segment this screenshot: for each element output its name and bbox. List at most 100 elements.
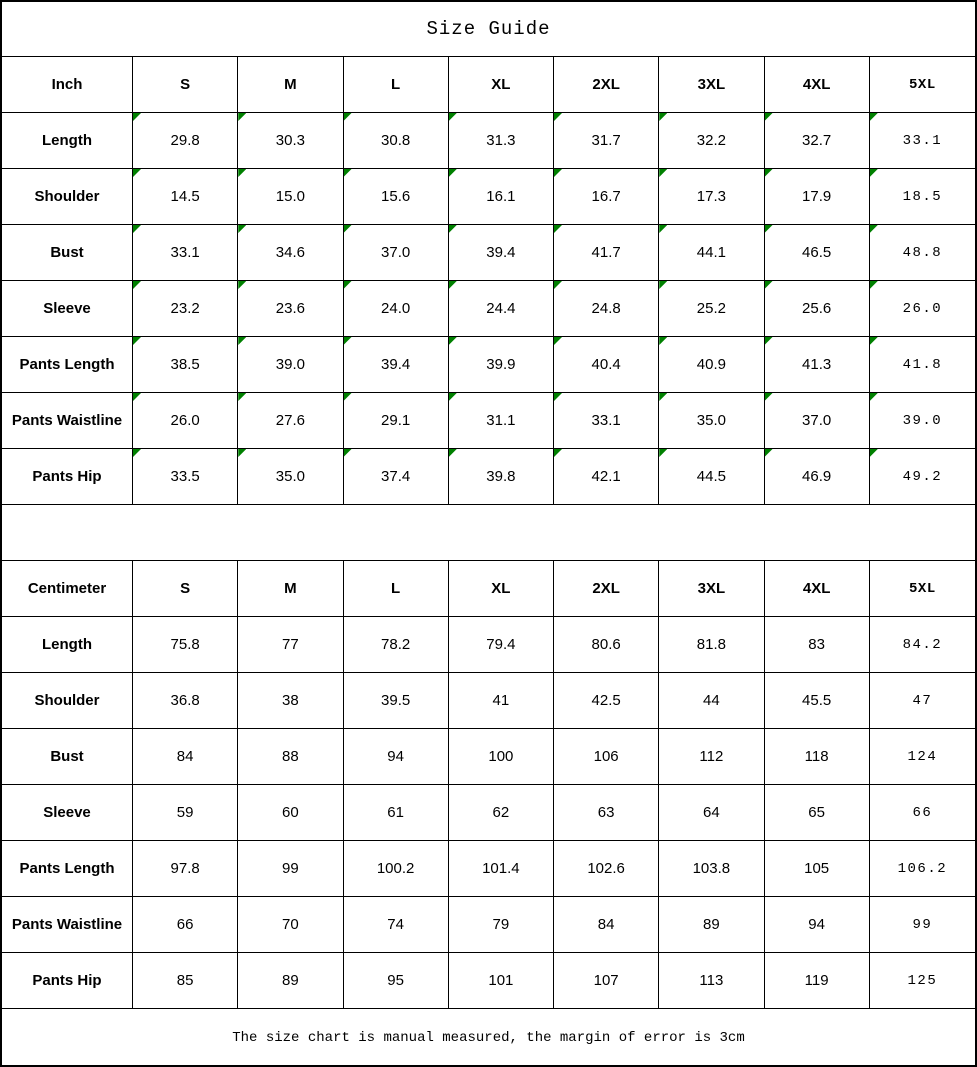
flag-triangle-icon — [764, 113, 773, 121]
measure-value-cell: 101 — [448, 953, 554, 1009]
measure-value-cell: 31.7 — [554, 113, 660, 169]
measure-value-cell: 44.5 — [659, 449, 765, 505]
flag-triangle-icon — [554, 169, 562, 177]
measure-value-cell: 39.0 — [869, 393, 975, 449]
measure-value-cell: 40.9 — [659, 337, 765, 393]
flag-triangle-icon — [238, 113, 247, 121]
measure-value-cell: 24.8 — [554, 281, 660, 337]
flag-triangle-icon — [133, 281, 141, 289]
measure-label-cell: Pants Hip — [2, 449, 133, 505]
size-header-cell: XL — [448, 561, 554, 617]
measure-value-cell: 33.5 — [133, 449, 239, 505]
flag-triangle-icon — [869, 225, 878, 233]
measure-value-cell: 23.2 — [133, 281, 239, 337]
measure-value-cell: 36.8 — [133, 673, 239, 729]
measure-value-cell: 24.0 — [343, 281, 449, 337]
flag-triangle-icon — [343, 337, 352, 345]
measure-label-cell: Pants Waistline — [2, 393, 133, 449]
measure-value-cell: 99 — [869, 897, 975, 953]
measure-value-cell: 64 — [659, 785, 765, 841]
measure-value-cell: 46.9 — [764, 449, 870, 505]
measure-label-cell: Sleeve — [2, 785, 133, 841]
measure-value-cell: 44 — [659, 673, 765, 729]
measure-value-cell: 65 — [764, 785, 870, 841]
measure-value-cell: 39.5 — [343, 673, 449, 729]
measure-value-cell: 100 — [448, 729, 554, 785]
footer-note: The size chart is manual measured, the m… — [232, 1029, 745, 1046]
measure-value-cell: 35.0 — [659, 393, 765, 449]
measure-value-cell: 37.0 — [764, 393, 870, 449]
flag-triangle-icon — [448, 113, 457, 121]
flag-triangle-icon — [869, 393, 878, 401]
measure-value-cell: 39.9 — [448, 337, 554, 393]
measure-label-cell: Pants Waistline — [2, 897, 133, 953]
size-header-cell: 3XL — [659, 57, 765, 113]
flag-triangle-icon — [554, 337, 562, 345]
measure-value-cell: 14.5 — [133, 169, 239, 225]
flag-triangle-icon — [764, 281, 773, 289]
measure-value-cell: 88 — [238, 729, 344, 785]
measure-label-cell: Shoulder — [2, 673, 133, 729]
table-row: Bust 84 88 94 100 106 112 118 124 — [2, 729, 975, 785]
flag-triangle-icon — [869, 281, 878, 289]
measure-value-cell: 79.4 — [448, 617, 554, 673]
flag-triangle-icon — [133, 449, 141, 457]
measure-value-cell: 118 — [764, 729, 870, 785]
size-header-cell: 4XL — [764, 57, 870, 113]
measure-value-cell: 45.5 — [764, 673, 870, 729]
size-header-cell: M — [238, 561, 344, 617]
flag-triangle-icon — [343, 449, 352, 457]
flag-triangle-icon — [133, 393, 141, 401]
measure-label-cell: Length — [2, 113, 133, 169]
measure-value-cell: 62 — [448, 785, 554, 841]
table-row: Shoulder 14.5 15.0 15.6 16.1 16.7 17.3 17.9 18.5 — [2, 169, 975, 225]
measure-value-cell: 119 — [764, 953, 870, 1009]
flag-triangle-icon — [238, 169, 247, 177]
measure-value-cell: 60 — [238, 785, 344, 841]
measure-value-cell: 33.1 — [133, 225, 239, 281]
measure-value-cell: 26.0 — [133, 393, 239, 449]
measure-value-cell: 42.1 — [554, 449, 660, 505]
measure-value-cell: 47 — [869, 673, 975, 729]
measure-value-cell: 94 — [343, 729, 449, 785]
size-header-cell: 5XL — [869, 561, 975, 617]
measure-value-cell: 97.8 — [133, 841, 239, 897]
measure-value-cell: 94 — [764, 897, 870, 953]
measure-value-cell: 35.0 — [238, 449, 344, 505]
measure-value-cell: 106.2 — [869, 841, 975, 897]
measure-value-cell: 106 — [554, 729, 660, 785]
size-header-row: Centimeter S M L XL 2XL 3XL 4XL 5XL — [2, 561, 975, 617]
measure-value-cell: 16.7 — [554, 169, 660, 225]
flag-triangle-icon — [448, 225, 457, 233]
measure-value-cell: 80.6 — [554, 617, 660, 673]
table-row: Pants Waistline 66 70 74 79 84 89 94 99 — [2, 897, 975, 953]
measure-value-cell: 38.5 — [133, 337, 239, 393]
measure-value-cell: 89 — [238, 953, 344, 1009]
measure-value-cell: 113 — [659, 953, 765, 1009]
measure-value-cell: 81.8 — [659, 617, 765, 673]
flag-triangle-icon — [448, 393, 457, 401]
flag-triangle-icon — [554, 225, 562, 233]
measure-value-cell: 66 — [133, 897, 239, 953]
table-row: Length 75.8 77 78.2 79.4 80.6 81.8 83 84.2 — [2, 617, 975, 673]
size-header-cell: 2XL — [554, 561, 660, 617]
page-title: Size Guide — [426, 18, 551, 40]
flag-triangle-icon — [343, 393, 352, 401]
measure-value-cell: 41 — [448, 673, 554, 729]
measure-value-cell: 39.0 — [238, 337, 344, 393]
measure-label-cell: Pants Length — [2, 841, 133, 897]
measure-value-cell: 48.8 — [869, 225, 975, 281]
measure-value-cell: 16.1 — [448, 169, 554, 225]
table-row: Shoulder 36.8 38 39.5 41 42.5 44 45.5 47 — [2, 673, 975, 729]
measure-value-cell: 95 — [343, 953, 449, 1009]
flag-triangle-icon — [659, 113, 668, 121]
measure-label-cell: Shoulder — [2, 169, 133, 225]
footer-note-row: The size chart is manual measured, the m… — [2, 1009, 975, 1065]
measure-value-cell: 25.6 — [764, 281, 870, 337]
flag-triangle-icon — [448, 449, 457, 457]
measure-value-cell: 112 — [659, 729, 765, 785]
size-header-cell: 5XL — [869, 57, 975, 113]
size-header-cell: XL — [448, 57, 554, 113]
measure-value-cell: 26.0 — [869, 281, 975, 337]
measure-label-cell: Length — [2, 617, 133, 673]
